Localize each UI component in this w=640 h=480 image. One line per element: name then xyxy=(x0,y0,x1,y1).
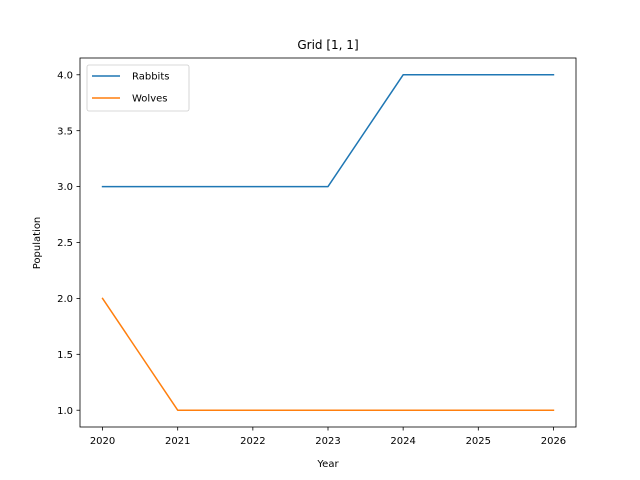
y-tick-label: 3.0 xyxy=(57,182,73,193)
y-axis-label: Population xyxy=(32,217,43,270)
series-line-wolves xyxy=(101,297,555,411)
x-axis-label: Year xyxy=(316,459,339,470)
x-tick-label: 2026 xyxy=(541,436,566,447)
y-tick-label: 1.0 xyxy=(57,406,73,417)
x-tick-label: 2021 xyxy=(165,436,190,447)
y-tick-label: 4.0 xyxy=(57,70,73,81)
y-tick-label: 2.5 xyxy=(57,238,73,249)
x-tick-label: 2024 xyxy=(390,436,415,447)
x-tick-label: 2023 xyxy=(315,436,340,447)
y-tick-label: 3.5 xyxy=(57,126,73,137)
legend-label-rabbits: Rabbits xyxy=(132,72,169,83)
y-tick-label: 1.5 xyxy=(57,350,73,361)
y-tick-label: 2.0 xyxy=(57,294,73,305)
series-line-rabbits xyxy=(101,74,555,188)
y-axis: 1.0 1.5 2.0 2.5 3.0 3.5 4.0 xyxy=(57,70,80,417)
plot-area xyxy=(101,74,555,411)
legend-label-wolves: Wolves xyxy=(132,94,167,105)
x-tick-label: 2025 xyxy=(466,436,491,447)
x-tick-label: 2020 xyxy=(90,436,115,447)
x-axis: 2020 2021 2022 2023 2024 2025 2026 xyxy=(90,427,566,447)
legend: Rabbits Wolves xyxy=(86,64,190,112)
plot-frame xyxy=(79,57,577,428)
x-tick-label: 2022 xyxy=(240,436,265,447)
chart-title: Grid [1, 1] xyxy=(297,38,358,52)
